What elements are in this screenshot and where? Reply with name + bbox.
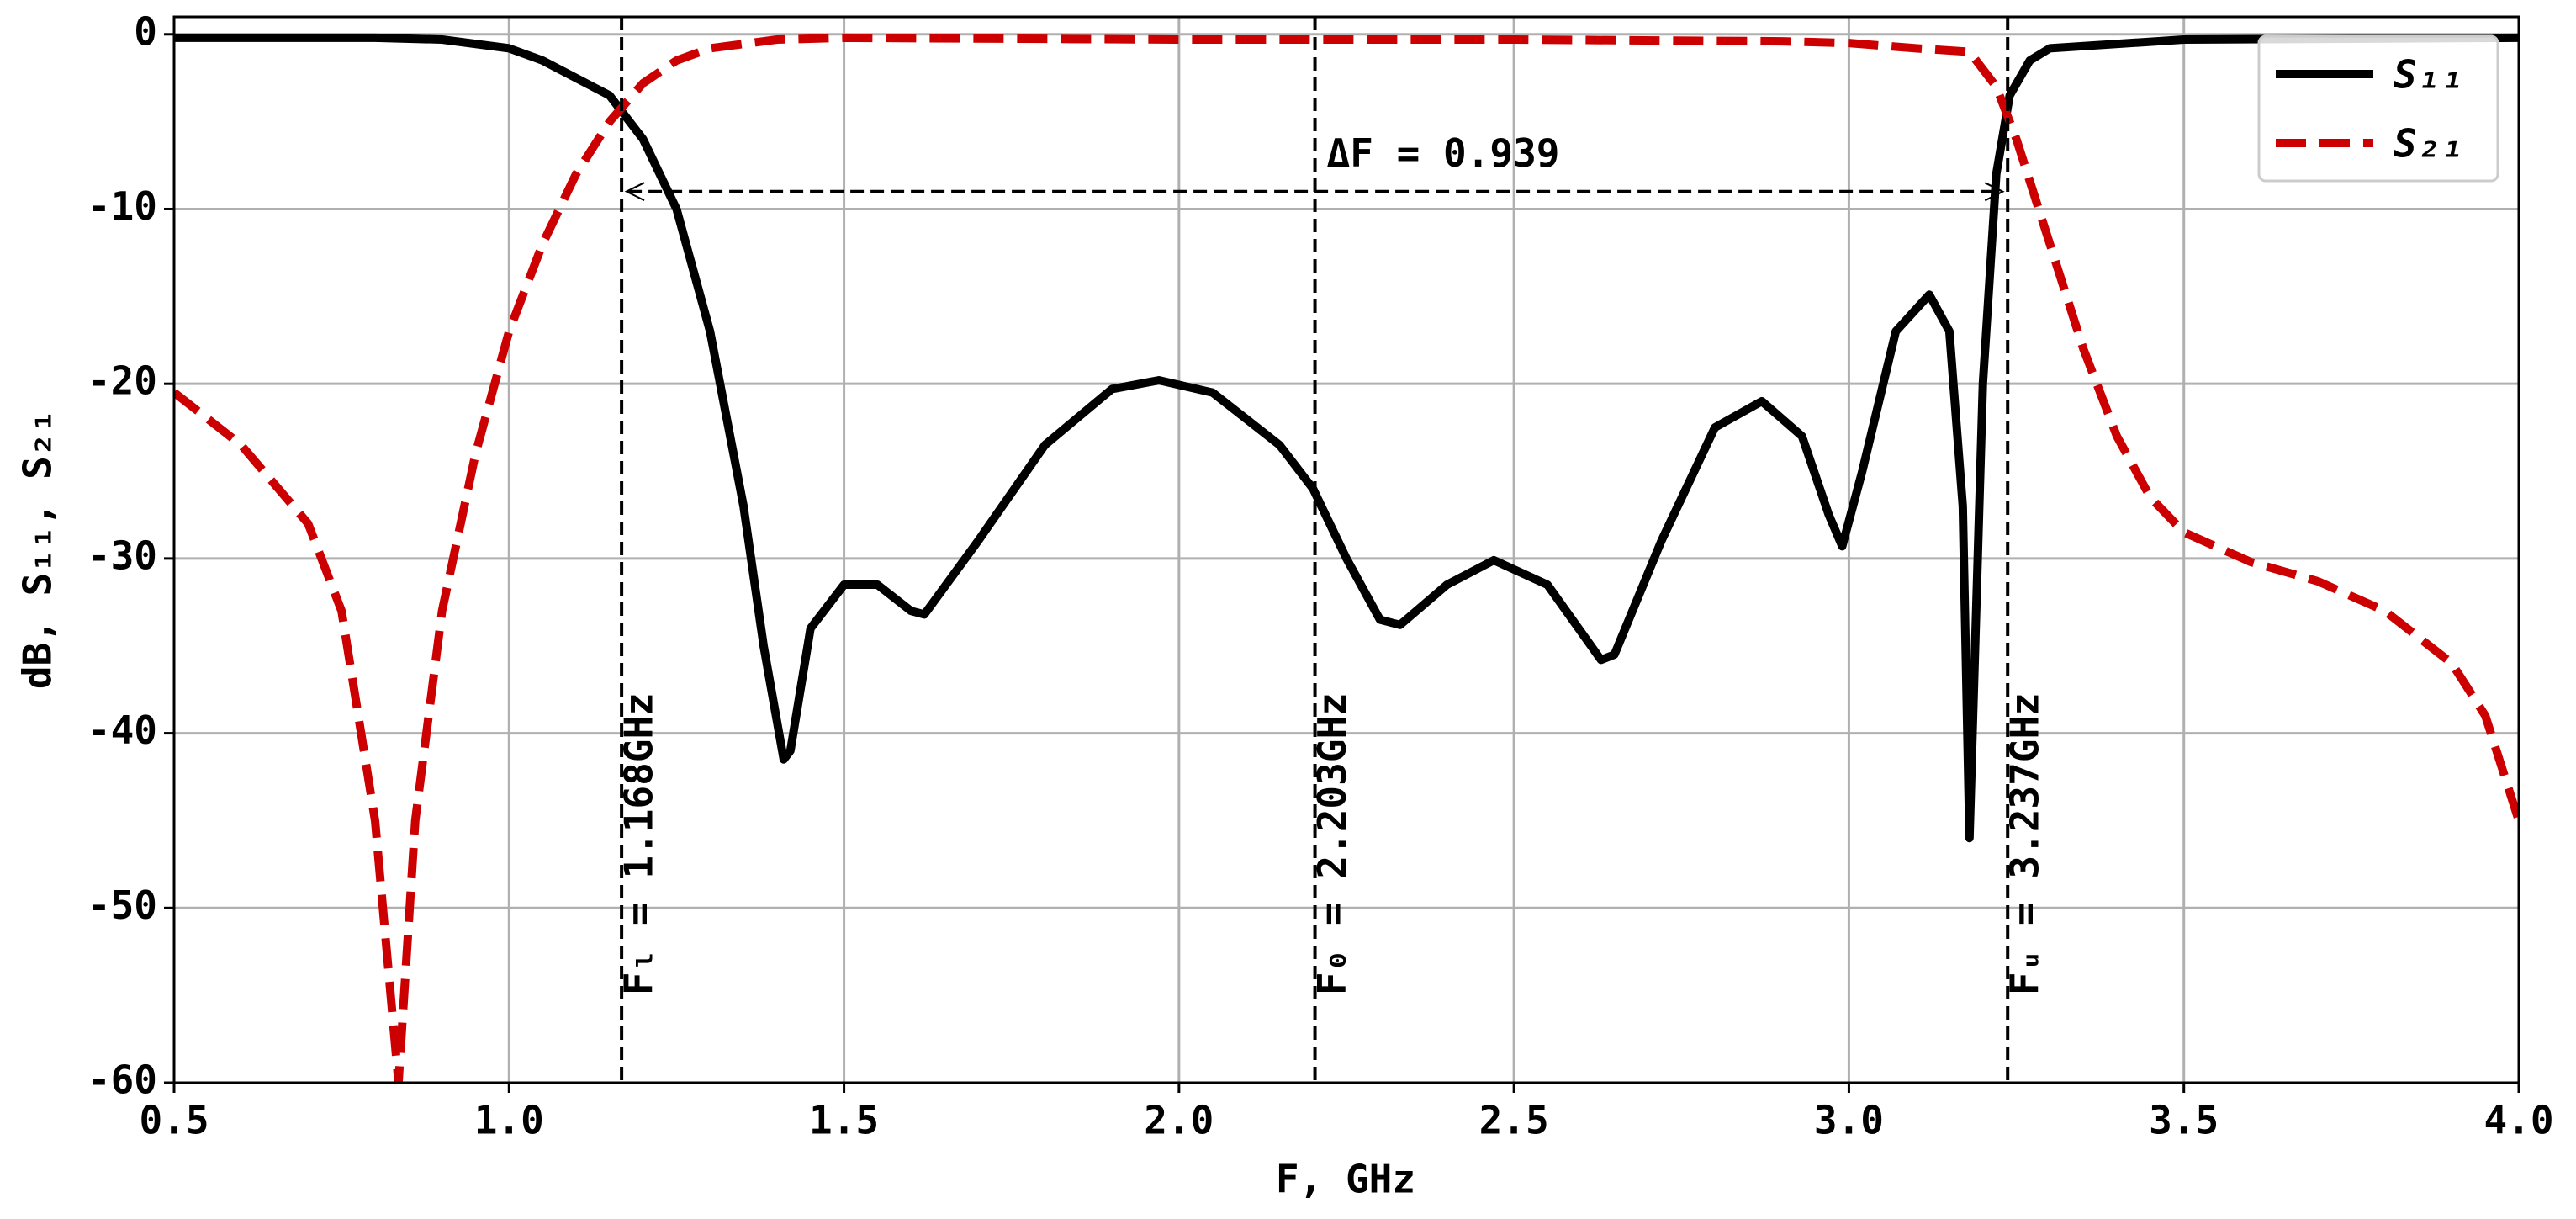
marker-label: Fᵤ = 3.237GHz bbox=[2002, 692, 2048, 995]
y-tick-label: -20 bbox=[87, 358, 157, 404]
overlay: 0.5 1.0 1.5 2.0 2.5 3.0 3.5 4.0 0 -10 -20 -30 -40 -50… bbox=[87, 8, 2554, 1142]
y-tick-label: -30 bbox=[87, 533, 157, 578]
x-tick-label: 2.0 bbox=[1144, 1098, 1214, 1143]
x-tick-label: 3.0 bbox=[1814, 1098, 1884, 1143]
marker-label: Fₗ = 1.168GHz bbox=[616, 692, 662, 995]
marker-label: F₀ = 2.203GHz bbox=[1309, 692, 1355, 995]
x-axis-label: F, GHz bbox=[1276, 1157, 1415, 1202]
axes-frame bbox=[172, 15, 2520, 1084]
series-line bbox=[174, 33, 2519, 1083]
legend: S₁₁ S₂₁ bbox=[2257, 34, 2499, 183]
y-tick-label: -60 bbox=[87, 1057, 157, 1103]
x-tick-label: 1.0 bbox=[474, 1098, 544, 1143]
legend-label: S₂₁ bbox=[2394, 121, 2463, 167]
y-axis-label: dB, S₁₁, S₂₁ bbox=[15, 410, 61, 689]
y-tick-label: -10 bbox=[87, 183, 157, 229]
y-tick-label: -50 bbox=[87, 882, 157, 928]
legend-label: S₁₁ bbox=[2394, 52, 2463, 98]
x-tick-label: 0.5 bbox=[139, 1098, 209, 1143]
x-tick-label: 2.5 bbox=[1479, 1098, 1549, 1143]
x-tick-label: 4.0 bbox=[2483, 1098, 2553, 1143]
bandwidth-label: ΔF = 0.939 bbox=[1327, 130, 1560, 176]
x-tick-label: 3.5 bbox=[2149, 1098, 2219, 1143]
series-line bbox=[174, 33, 2519, 843]
y-tick-label: -40 bbox=[87, 708, 157, 753]
plot-area bbox=[174, 33, 2519, 1083]
y-tick-label: 0 bbox=[134, 8, 157, 54]
x-tick-label: 1.5 bbox=[809, 1098, 879, 1143]
